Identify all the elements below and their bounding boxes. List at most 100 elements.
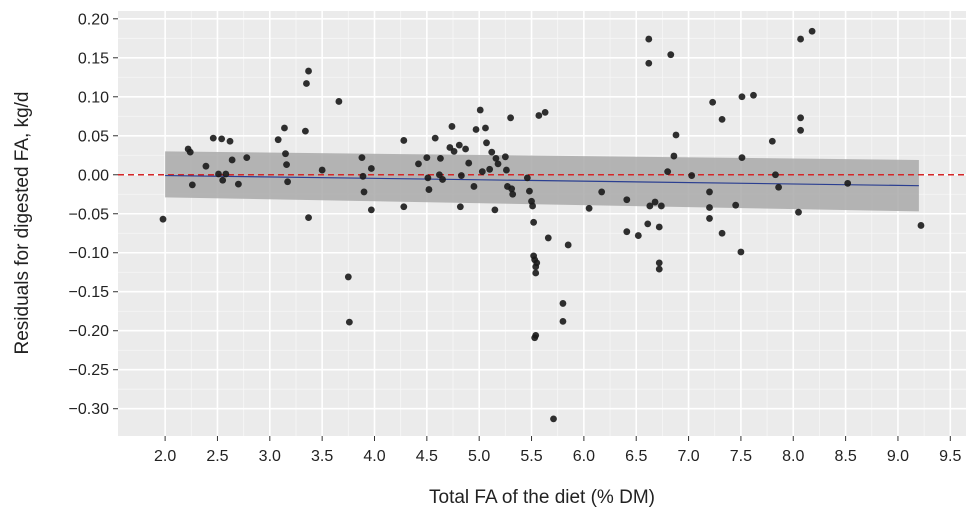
data-point <box>750 91 757 99</box>
data-point <box>645 35 653 43</box>
data-point <box>219 176 227 184</box>
data-point <box>455 141 463 149</box>
data-point <box>491 206 499 214</box>
major-gridlines <box>118 11 966 436</box>
x-tick-label: 3.0 <box>259 448 281 465</box>
data-point <box>664 168 672 176</box>
data-point <box>494 160 502 168</box>
data-point <box>738 154 746 162</box>
x-tick-label: 8.5 <box>834 448 856 465</box>
data-point <box>274 136 282 144</box>
data-point <box>634 232 642 239</box>
x-tick-label: 9.0 <box>887 448 909 465</box>
data-point <box>667 51 675 59</box>
data-point <box>478 168 486 176</box>
x-tick-label: 7.5 <box>730 448 752 465</box>
data-point <box>644 220 652 228</box>
data-point <box>303 80 310 87</box>
data-point <box>450 147 458 155</box>
data-point <box>775 183 783 191</box>
data-point <box>732 201 740 209</box>
x-tick-label: 5.5 <box>520 448 542 465</box>
data-point <box>508 185 516 193</box>
data-point <box>483 139 490 147</box>
data-point <box>795 208 802 216</box>
data-point <box>456 203 464 211</box>
data-point <box>672 131 680 139</box>
data-point <box>598 188 606 196</box>
data-point <box>623 196 631 204</box>
y-tick-label: 0.15 <box>78 50 109 67</box>
regression-line <box>165 174 919 187</box>
data-point <box>472 126 480 133</box>
data-point <box>284 178 291 186</box>
data-point <box>655 223 663 231</box>
y-tick-label: 0.20 <box>78 11 109 28</box>
data-point <box>282 150 289 158</box>
data-point <box>209 134 217 142</box>
data-point <box>585 204 593 212</box>
data-point <box>670 152 678 160</box>
data-point <box>533 259 541 267</box>
data-point <box>424 174 432 182</box>
data-point <box>400 203 408 211</box>
data-point <box>465 159 473 167</box>
data-point <box>535 112 543 119</box>
data-point <box>345 318 353 326</box>
data-point <box>651 198 659 206</box>
data-point <box>228 156 236 164</box>
data-point <box>218 135 226 143</box>
data-point <box>359 172 367 180</box>
data-point <box>797 35 804 43</box>
data-point <box>797 114 804 122</box>
data-point <box>318 166 326 174</box>
data-point <box>360 188 368 196</box>
data-point <box>772 171 779 179</box>
data-point <box>655 259 663 267</box>
data-point <box>532 269 540 277</box>
data-point <box>243 154 251 162</box>
data-point <box>482 124 489 132</box>
y-tick-label: −0.20 <box>69 323 110 340</box>
y-tick-label: −0.05 <box>69 206 110 223</box>
data-point <box>688 172 696 179</box>
data-point <box>492 154 500 162</box>
x-tick-label: 9.5 <box>939 448 961 465</box>
regression-line-layer <box>165 174 919 187</box>
data-point <box>283 161 290 169</box>
data-point <box>523 174 531 182</box>
data-point <box>526 187 533 195</box>
data-point <box>301 127 309 135</box>
data-point <box>917 222 925 229</box>
data-point <box>844 179 852 187</box>
x-tick-label: 2.5 <box>206 448 228 465</box>
data-point <box>559 317 567 325</box>
x-tick-label: 2.0 <box>154 448 176 465</box>
x-tick-label: 6.0 <box>573 448 595 465</box>
x-tick-label: 8.0 <box>782 448 804 465</box>
data-point <box>476 106 484 114</box>
data-point <box>623 228 631 236</box>
data-points-layer <box>159 27 925 423</box>
x-tick-label: 5.0 <box>468 448 490 465</box>
data-point <box>335 98 343 105</box>
data-point <box>367 206 375 214</box>
data-point <box>718 115 726 123</box>
data-point <box>344 273 352 281</box>
data-point <box>425 186 433 193</box>
data-point <box>486 165 494 173</box>
y-tick-label: −0.30 <box>69 401 110 418</box>
data-point <box>550 415 557 423</box>
x-tick-label: 4.5 <box>416 448 438 465</box>
data-point <box>530 218 538 226</box>
x-axis-title: Total FA of the diet (% DM) <box>429 487 655 508</box>
data-point <box>559 300 567 307</box>
x-tick-label: 7.0 <box>677 448 699 465</box>
y-tick-label: 0.05 <box>78 128 109 145</box>
data-point <box>646 202 654 210</box>
data-point <box>706 204 713 211</box>
y-tick-label: −0.25 <box>69 362 110 379</box>
data-point <box>423 154 431 162</box>
data-point <box>281 124 288 132</box>
